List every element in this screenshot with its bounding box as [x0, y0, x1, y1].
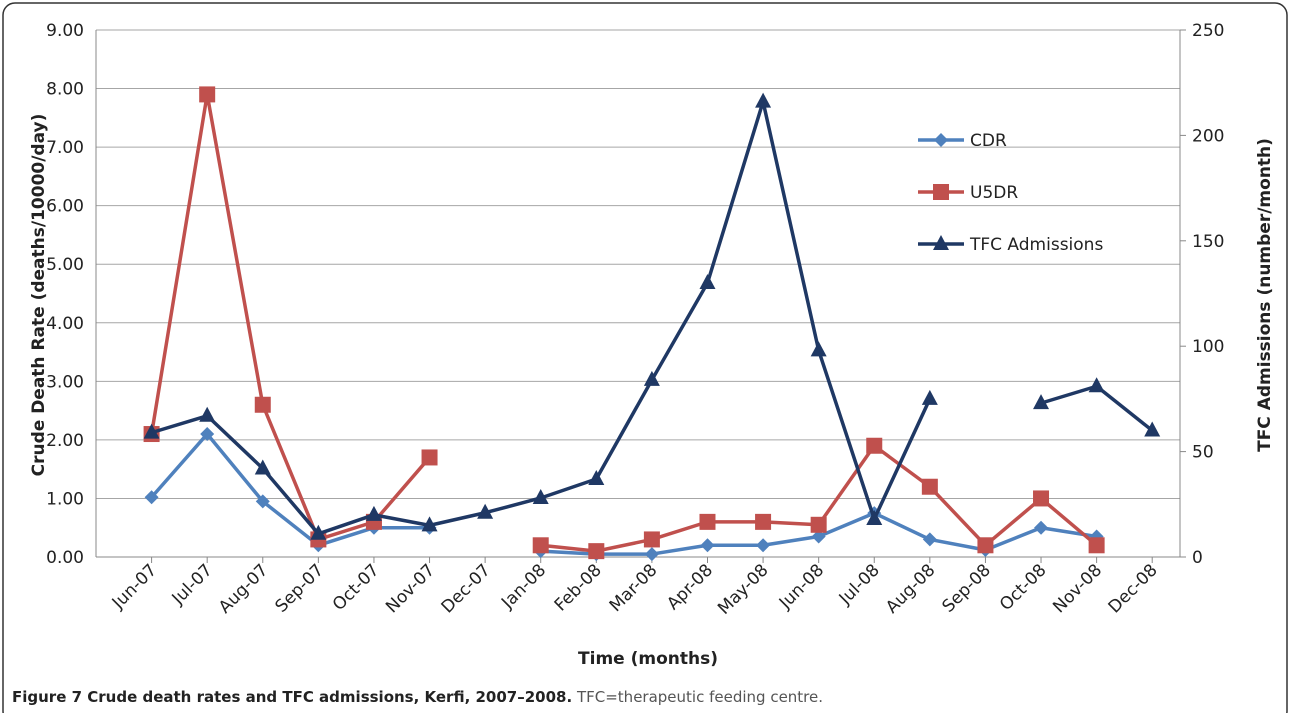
x-tick-label: Jul-07 [168, 560, 217, 609]
series-line [150, 432, 1097, 556]
x-tick-label: May-08 [714, 560, 772, 618]
square-marker [699, 513, 716, 530]
y2-axis-title: TFC Admissions (number/month) [1255, 138, 1275, 452]
square-marker [755, 513, 772, 530]
diamond-marker [1034, 520, 1049, 535]
y-tick-label: 2.00 [46, 431, 84, 451]
series-line [151, 99, 1154, 536]
x-tick-label: Jun-08 [775, 560, 828, 613]
diamond-marker [700, 538, 715, 553]
square-marker [199, 86, 216, 103]
legend-label: U5DR [970, 183, 1018, 203]
x-tick-label: Mar-08 [606, 560, 662, 616]
square-marker [254, 396, 271, 413]
x-tick-label: Oct-07 [329, 560, 384, 615]
triangle-marker [810, 341, 827, 357]
x-tick-label: Nov-08 [1049, 560, 1106, 617]
triangle-marker [1144, 421, 1161, 437]
y-tick-label: 6.00 [46, 197, 84, 217]
triangle-marker [699, 273, 716, 289]
x-tick-label: Sep-07 [271, 560, 327, 616]
triangle-marker [1033, 394, 1050, 410]
x-tick-label: Jan-08 [497, 560, 550, 613]
triangle-marker [143, 423, 160, 439]
triangle-marker [866, 510, 883, 526]
diamond-marker [756, 538, 771, 553]
x-tick-label: Aug-07 [215, 560, 272, 617]
diamond-marker [200, 427, 215, 442]
x-tick-label: Feb-08 [551, 560, 606, 615]
x-tick-label: Oct-08 [996, 560, 1051, 615]
x-tick-label: Jun-07 [108, 560, 161, 613]
square-marker [921, 478, 938, 495]
diamond-marker [922, 532, 937, 547]
triangle-marker [588, 470, 605, 486]
square-marker [588, 543, 605, 560]
x-tick-label: Nov-07 [382, 560, 439, 617]
square-marker [866, 437, 883, 454]
x-tick-label: Jul-08 [835, 560, 884, 609]
diamond-marker [934, 133, 948, 147]
y-tick-label: 4.00 [46, 314, 84, 334]
x-axis-title: Time (months) [578, 649, 718, 669]
triangle-marker [643, 370, 660, 386]
square-marker [1088, 537, 1105, 554]
diamond-marker [255, 494, 270, 509]
square-marker [532, 537, 549, 554]
legend-label: TFC Admissions [969, 235, 1103, 255]
square-marker [1033, 490, 1050, 507]
caption: Figure 7 Crude death rates and TFC admis… [12, 688, 823, 706]
y2-tick-label: 100 [1192, 337, 1224, 357]
y-tick-label: 3.00 [46, 372, 84, 392]
triangle-marker [1088, 377, 1105, 393]
x-tick-label: Aug-08 [882, 560, 939, 617]
square-marker [643, 531, 660, 548]
y-tick-label: 8.00 [46, 80, 84, 100]
y2-tick-label: 50 [1192, 443, 1214, 463]
x-tick-label: Dec-08 [1105, 560, 1162, 617]
diamond-marker [811, 529, 826, 544]
triangle-marker [921, 389, 938, 405]
legend-label: CDR [970, 131, 1007, 151]
triangle-marker [421, 516, 438, 532]
square-marker [977, 537, 994, 554]
triangle-marker [477, 503, 494, 519]
caption-text: TFC=therapeutic feeding centre. [576, 688, 823, 706]
x-tick-label: Sep-08 [939, 560, 995, 616]
diamond-marker [644, 547, 659, 562]
caption-title: Figure 7 Crude death rates and TFC admis… [12, 688, 572, 706]
diamond-marker [144, 490, 159, 505]
triangle-marker [365, 505, 382, 521]
triangle-marker [933, 235, 949, 250]
triangle-marker [254, 459, 271, 475]
y2-tick-label: 250 [1192, 21, 1224, 41]
y2-tick-label: 150 [1192, 232, 1224, 252]
square-marker [421, 449, 438, 466]
triangle-marker [310, 524, 327, 540]
y2-tick-label: 200 [1192, 126, 1224, 146]
y-tick-label: 7.00 [46, 138, 84, 158]
y-tick-label: 5.00 [46, 255, 84, 275]
y-tick-label: 0.00 [46, 548, 84, 568]
triangle-marker [532, 488, 549, 504]
triangle-marker [755, 92, 772, 108]
square-marker [810, 516, 827, 533]
triangle-marker [199, 406, 216, 422]
y2-tick-label: 0 [1192, 548, 1203, 568]
x-tick-label: Dec-07 [438, 560, 495, 617]
y-tick-label: 1.00 [46, 489, 84, 509]
x-tick-label: Apr-08 [663, 560, 717, 614]
y-tick-label: 9.00 [46, 21, 84, 41]
square-marker [933, 184, 949, 200]
y-axis-title: Crude Death Rate (deaths/10000/day) [29, 114, 49, 477]
